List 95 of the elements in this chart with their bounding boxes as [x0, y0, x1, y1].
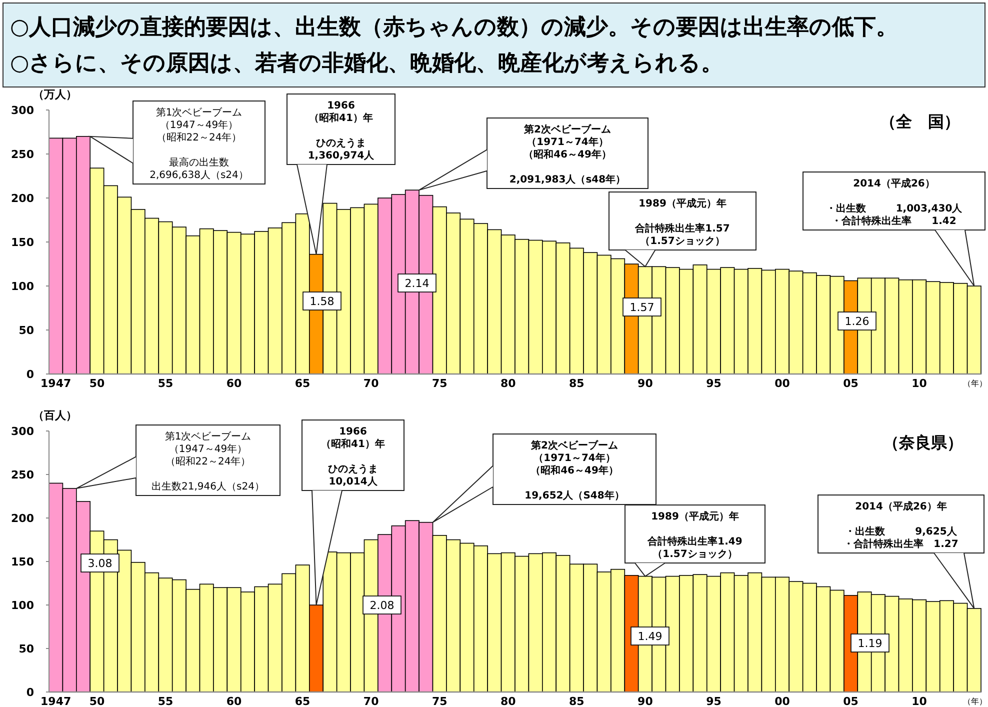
annotation: ・出生数 9,625人: [845, 526, 958, 538]
annotation: 合計特殊出生率1.49: [646, 536, 742, 548]
annotation: 1.26: [844, 315, 870, 328]
annotation: （1.57ショック）: [652, 549, 738, 560]
annotation: ・出生数 1,003,430人: [826, 202, 964, 215]
y-tick-label: 50: [18, 324, 34, 337]
y-tick-label: 250: [11, 468, 34, 482]
annotation: 1989（平成元）年: [638, 198, 726, 210]
annotation: 2,696,638人（s24）: [150, 170, 248, 182]
x-axis-title: （年）: [963, 379, 987, 388]
y-tick-label: 300: [11, 104, 34, 117]
annotation: （昭和46～49年）: [530, 464, 618, 477]
x-tick-label: 95: [706, 377, 722, 390]
annotation: 2014（平成26）: [853, 178, 935, 190]
annotation: 第1次ベビーブーム: [164, 430, 252, 443]
x-tick-label: 1947: [40, 377, 72, 390]
annotation: （1947～49年）: [160, 119, 238, 132]
x-tick-label: 90: [638, 377, 654, 390]
annotation: ひのえうま: [328, 464, 378, 476]
annotation: 最高の出生数: [169, 156, 229, 169]
annotation: （昭和41）年: [309, 112, 373, 124]
annotation: 1.19: [858, 637, 882, 650]
annotation: 1.57: [630, 301, 654, 314]
x-tick-label: 70: [363, 695, 380, 707]
x-tick-label: 00: [774, 695, 790, 707]
x-tick-label: 55: [158, 377, 174, 390]
y-tick-label: 150: [11, 236, 34, 249]
annotation: （昭和22～24年）: [156, 132, 242, 144]
annotation: 1.49: [638, 630, 662, 643]
chart-subtitle: ○さらに、その原因は、若者の非婚化、晩婚化、晩産化が考えられる。: [10, 50, 724, 76]
y-tick-label: 200: [11, 512, 34, 525]
x-axis-title: （年）: [963, 697, 987, 706]
annotation: 2.08: [370, 599, 394, 612]
annotation: 3.08: [88, 557, 112, 570]
x-tick-label: 10: [912, 377, 928, 390]
y-tick-label: 50: [18, 642, 34, 656]
x-tick-label: 95: [706, 695, 722, 707]
x-tick-label: 75: [432, 695, 448, 707]
x-tick-label: 05: [843, 377, 858, 390]
y-tick-label: 300: [11, 425, 34, 438]
annotation: 2,091,983人（s48年）: [509, 174, 626, 186]
annotation: 10,014人: [328, 476, 378, 488]
x-tick-label: 1947: [40, 695, 72, 707]
x-tick-label: 65: [294, 695, 310, 707]
annotation: 2.14: [404, 277, 430, 290]
annotation: 第2次ベビーブーム: [523, 124, 611, 136]
x-tick-label: 85: [569, 695, 584, 707]
annotation: 合計特殊出生率1.57: [634, 222, 730, 235]
chart-title: ○人口減少の直接的要因は、出生数（赤ちゃんの数）の減少。その要因は出生率の低下。: [10, 14, 898, 40]
y-tick-label: 250: [11, 148, 34, 161]
x-tick-label: 90: [638, 695, 654, 707]
y-tick-label: 200: [11, 192, 34, 205]
annotation: 第1次ベビーブーム: [156, 106, 242, 119]
annotation: 第2次ベビーブーム: [530, 440, 618, 452]
annotation: 出生数21,946人（s24）: [152, 480, 264, 493]
y-tick-label: 150: [11, 556, 34, 568]
x-tick-label: 60: [226, 377, 242, 390]
x-tick-label: 65: [294, 377, 310, 390]
x-tick-label: 85: [569, 377, 584, 390]
y-axis-title: （万人）: [33, 88, 77, 101]
x-tick-label: 60: [226, 695, 242, 707]
annotation: （昭和41）年: [321, 438, 385, 450]
annotation: 19,652人（S48年）: [524, 490, 624, 502]
annotation: ひのえうま: [316, 138, 366, 150]
x-tick-label: 75: [432, 377, 448, 390]
y-tick-label: 100: [11, 599, 34, 612]
x-tick-label: 00: [774, 377, 790, 390]
y-tick-label: 100: [11, 280, 34, 293]
annotation: （1.57ショック）: [640, 236, 725, 248]
y-tick-label: 0: [26, 368, 34, 381]
annotation: ・合計特殊出生率 1.27: [844, 538, 958, 550]
x-tick-label: 80: [500, 695, 516, 707]
annotation: （昭和22～24年）: [165, 456, 251, 468]
annotation: （昭和46～49年）: [524, 148, 612, 161]
x-tick-label: 50: [89, 695, 105, 707]
x-tick-label: 80: [500, 377, 516, 390]
annotation: 1966: [339, 426, 367, 438]
x-tick-label: 05: [843, 695, 858, 707]
annotation: ・合計特殊出生率 1.42: [832, 215, 956, 228]
annotation: （1947～49年）: [168, 443, 248, 456]
x-tick-label: 50: [89, 377, 105, 390]
annotation: 1,360,974人: [308, 150, 376, 162]
annotation: 1966: [327, 100, 355, 112]
annotation: （1971～74年）: [526, 136, 608, 148]
x-tick-label: 10: [912, 695, 928, 707]
annotation: （1971～74年）: [534, 452, 616, 464]
annotation: 1989（平成元）年: [651, 510, 739, 523]
y-tick-label: 0: [26, 686, 34, 699]
y-axis-title: （百人）: [33, 409, 77, 422]
annotation: （全 国）: [880, 112, 960, 131]
annotation: 1.58: [310, 295, 334, 308]
x-tick-label: 55: [158, 695, 174, 707]
x-tick-label: 70: [363, 377, 380, 390]
annotation: （奈良県）: [883, 433, 963, 452]
annotation: 2014（平成26）年: [855, 500, 947, 513]
